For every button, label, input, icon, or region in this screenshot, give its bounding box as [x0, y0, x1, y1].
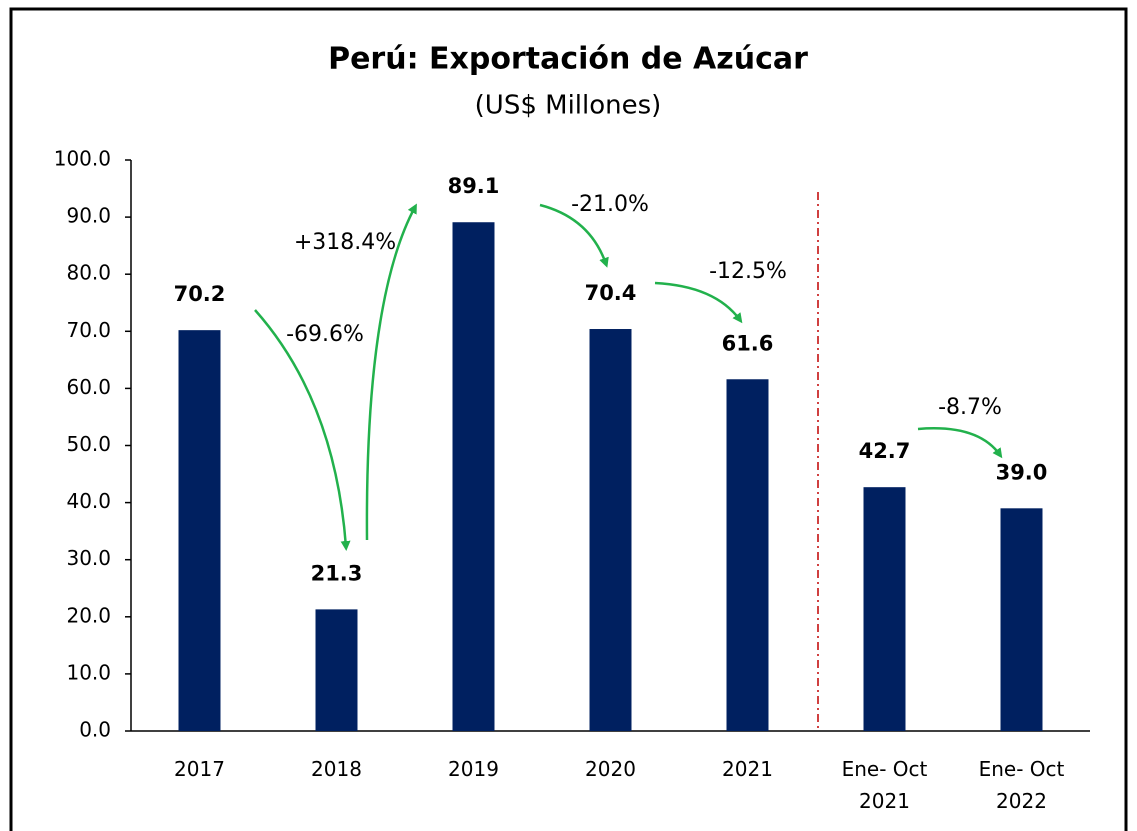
annotation: -69.6% [286, 322, 364, 347]
frame [9, 7, 1128, 831]
x-tick-label: 2021 [722, 757, 773, 781]
annotation-arrow [917, 427, 1003, 459]
data-label: 61.6 [722, 331, 774, 355]
annotation: -21.0% [571, 192, 649, 217]
y-tick-label: 70.0 [66, 318, 111, 342]
bar [1000, 508, 1043, 731]
y-tick-label: 20.0 [66, 603, 111, 627]
chart-title: Perú: Exportación de Azúcar [328, 42, 808, 77]
data-label: 70.4 [585, 281, 637, 305]
x-tick-label: Ene- Oct 2021 [841, 757, 928, 813]
bar [726, 379, 769, 731]
y-tick-label: 30.0 [66, 546, 111, 570]
x-tick-label: 2017 [174, 757, 225, 781]
annotation-arrow [254, 309, 351, 551]
y-tick-label: 10.0 [66, 660, 111, 684]
bar [315, 609, 358, 731]
x-tick-label: 2019 [448, 757, 499, 781]
x-tick-label: Ene- Oct 2022 [978, 757, 1065, 813]
annotation-arrow [365, 203, 417, 541]
data-label: 42.7 [859, 439, 911, 463]
annotation-arrow [539, 203, 609, 268]
annotation: -12.5% [709, 259, 787, 284]
x-tick-label: 2020 [585, 757, 636, 781]
y-tick-label: 60.0 [66, 375, 111, 399]
annotation: -8.7% [938, 395, 1002, 420]
chart-subtitle: (US$ Millones) [475, 91, 662, 121]
bar [452, 222, 495, 731]
bar [589, 329, 632, 731]
data-label: 39.0 [996, 460, 1048, 484]
y-tick-label: 80.0 [66, 261, 111, 285]
data-label: 21.3 [311, 561, 363, 585]
x-tick-label: 2018 [311, 757, 362, 781]
y-tick-label: 40.0 [66, 489, 111, 513]
y-tick-label: 100.0 [54, 147, 111, 171]
y-tick-label: 50.0 [66, 432, 111, 456]
data-label: 89.1 [448, 174, 500, 198]
annotation: +318.4% [294, 230, 396, 255]
y-tick-label: 0.0 [79, 718, 111, 742]
annotation-arrow [654, 281, 743, 324]
bar [178, 330, 221, 731]
bar [863, 487, 906, 731]
y-tick-label: 90.0 [66, 204, 111, 228]
data-label: 70.2 [174, 282, 226, 306]
